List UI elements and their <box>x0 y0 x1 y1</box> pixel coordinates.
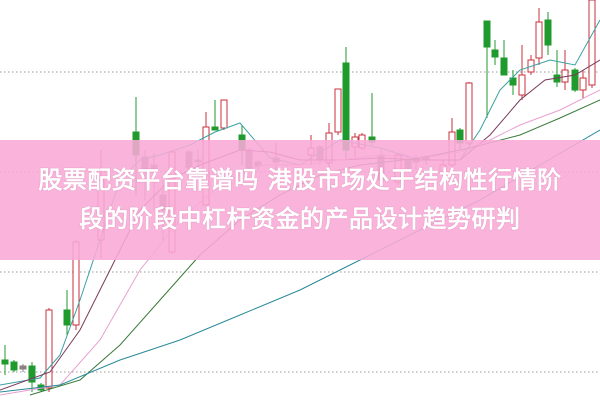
candle-body <box>19 365 27 370</box>
candle-body <box>342 62 350 151</box>
candle-body <box>28 365 36 383</box>
candle-body <box>535 21 543 59</box>
candle-body <box>571 69 579 91</box>
candle-body <box>45 309 53 389</box>
title-line-2: 段的阶段中杠杆资金的产品设计趋势研判 <box>79 205 521 233</box>
title-line-1: 股票配资平台靠谱吗 港股市场处于结构性行情阶 <box>38 166 562 194</box>
candle-body <box>509 77 517 86</box>
candle-body <box>518 74 526 96</box>
candle-body <box>579 77 587 91</box>
candle-body <box>544 19 552 46</box>
candle-body <box>220 99 228 129</box>
candle-body <box>483 20 491 48</box>
candle-body <box>465 82 473 144</box>
candle-body <box>63 309 71 326</box>
title-banner: 股票配资平台靠谱吗 港股市场处于结构性行情阶 段的阶段中杠杆资金的产品设计趋势研… <box>0 140 600 260</box>
candle-body <box>1 359 9 365</box>
candle-body <box>500 57 508 76</box>
candle-body <box>491 49 499 58</box>
candle-body <box>10 361 18 371</box>
candle-body <box>588 0 596 86</box>
candle-body <box>211 126 219 131</box>
candle-body <box>334 88 342 133</box>
